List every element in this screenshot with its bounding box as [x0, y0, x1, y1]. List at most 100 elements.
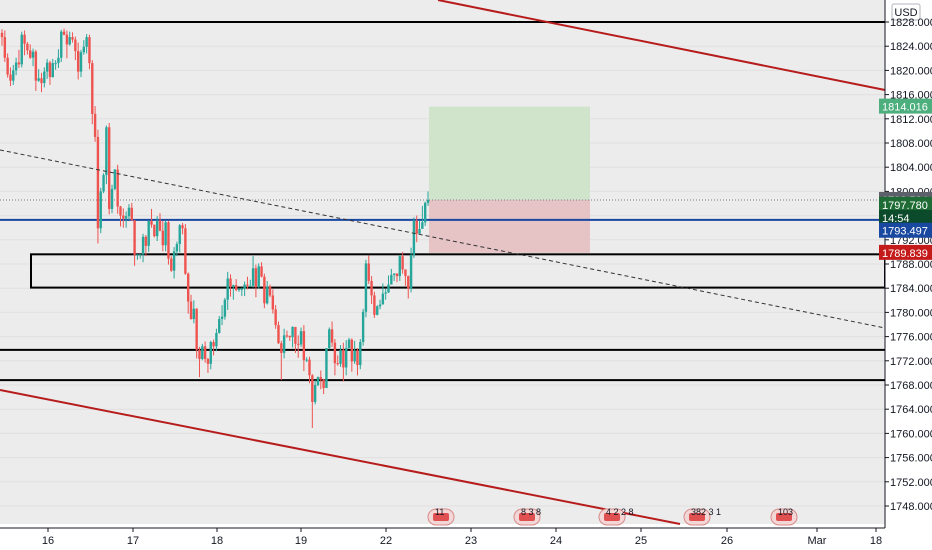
candle[interactable]	[378, 299, 382, 310]
candle[interactable]	[40, 72, 43, 93]
candle[interactable]	[356, 348, 359, 376]
candle[interactable]	[0, 29, 4, 46]
candle[interactable]	[353, 340, 356, 364]
candle[interactable]	[299, 327, 303, 347]
candle[interactable]	[17, 49, 21, 68]
economic-event-marker[interactable]: 11	[427, 507, 455, 526]
candle[interactable]	[330, 321, 334, 347]
candle[interactable]	[384, 288, 387, 300]
candle[interactable]	[178, 224, 181, 253]
candle[interactable]	[370, 276, 373, 304]
take-profit-zone[interactable]	[429, 106, 590, 200]
candle[interactable]	[43, 67, 46, 88]
time-axis[interactable]: 16 17 18 19 22 23 24 25 26 Mar 18	[0, 527, 932, 550]
candle[interactable]	[172, 247, 176, 279]
candle[interactable]	[344, 340, 348, 376]
candle[interactable]	[322, 378, 325, 395]
candle[interactable]	[240, 287, 244, 297]
candle[interactable]	[150, 208, 153, 228]
candle[interactable]	[294, 326, 297, 353]
candle[interactable]	[203, 341, 207, 363]
candle[interactable]	[359, 339, 362, 370]
candle[interactable]	[218, 316, 221, 334]
candle[interactable]	[141, 233, 145, 263]
candle[interactable]	[347, 337, 351, 349]
candle[interactable]	[31, 48, 35, 67]
candle[interactable]	[198, 346, 201, 378]
candle[interactable]	[229, 274, 232, 297]
candle[interactable]	[96, 129, 100, 244]
candle[interactable]	[127, 204, 131, 220]
candle[interactable]	[246, 276, 249, 290]
candle[interactable]	[277, 321, 280, 344]
economic-event-marker[interactable]: 382 3 1	[683, 507, 721, 526]
candle[interactable]	[3, 30, 7, 62]
candle[interactable]	[249, 279, 252, 287]
candle[interactable]	[29, 44, 32, 59]
candle[interactable]	[20, 31, 23, 68]
candle[interactable]	[76, 42, 80, 80]
candle[interactable]	[305, 357, 308, 363]
candle[interactable]	[68, 31, 71, 46]
candle[interactable]	[367, 255, 370, 284]
candle[interactable]	[234, 279, 238, 292]
candle[interactable]	[392, 273, 396, 281]
candle[interactable]	[108, 123, 111, 215]
candle[interactable]	[136, 254, 139, 260]
candle[interactable]	[316, 376, 320, 387]
candle[interactable]	[226, 271, 229, 310]
candle[interactable]	[328, 327, 331, 350]
candle[interactable]	[45, 58, 49, 79]
candle[interactable]	[119, 205, 122, 227]
candle[interactable]	[144, 234, 148, 257]
candle[interactable]	[268, 284, 272, 298]
candle[interactable]	[110, 184, 114, 214]
candle[interactable]	[181, 222, 184, 235]
candle[interactable]	[418, 220, 421, 234]
candle[interactable]	[102, 173, 105, 194]
candle[interactable]	[251, 256, 255, 288]
candle[interactable]	[421, 205, 424, 229]
candle[interactable]	[23, 30, 26, 56]
candle[interactable]	[308, 356, 311, 384]
candle[interactable]	[426, 191, 430, 206]
candle[interactable]	[232, 284, 235, 300]
candle[interactable]	[124, 211, 128, 228]
candle[interactable]	[60, 29, 63, 62]
candle[interactable]	[325, 348, 328, 389]
candle[interactable]	[79, 49, 83, 78]
candle[interactable]	[116, 164, 119, 214]
candle[interactable]	[333, 339, 337, 376]
candle[interactable]	[215, 328, 218, 352]
candle[interactable]	[74, 36, 77, 61]
candle[interactable]	[14, 57, 18, 76]
candle[interactable]	[54, 60, 57, 70]
candle[interactable]	[122, 208, 125, 228]
candle[interactable]	[350, 338, 354, 372]
candle[interactable]	[271, 289, 275, 314]
candle[interactable]	[12, 64, 15, 85]
candle[interactable]	[223, 297, 227, 320]
candle[interactable]	[6, 53, 9, 78]
candle[interactable]	[237, 288, 241, 292]
candle[interactable]	[339, 345, 342, 367]
candle[interactable]	[192, 300, 196, 324]
candle[interactable]	[88, 34, 91, 70]
candle[interactable]	[161, 221, 165, 252]
candle[interactable]	[99, 187, 102, 234]
candle[interactable]	[62, 28, 66, 36]
candle[interactable]	[71, 32, 74, 43]
candle[interactable]	[175, 241, 179, 257]
candle[interactable]	[37, 69, 40, 82]
candle[interactable]	[263, 273, 266, 309]
candle[interactable]	[158, 213, 162, 232]
candle[interactable]	[189, 294, 193, 320]
candle[interactable]	[26, 41, 29, 55]
candle[interactable]	[404, 269, 407, 286]
candle[interactable]	[401, 251, 404, 274]
candle[interactable]	[201, 343, 204, 361]
candle[interactable]	[170, 256, 173, 272]
candle[interactable]	[415, 215, 418, 243]
candle[interactable]	[48, 60, 52, 85]
